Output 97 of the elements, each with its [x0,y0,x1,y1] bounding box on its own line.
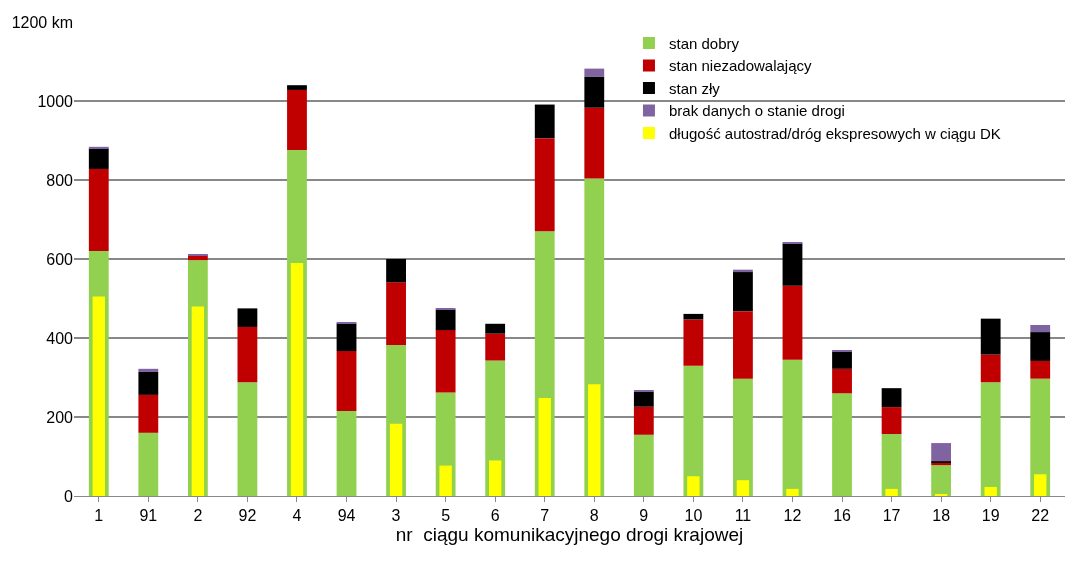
bar [435,330,456,393]
bar [88,146,109,149]
x-axis-title: nr ciągu komunikacyjnego drogi krajowej [395,524,744,546]
bar [1030,360,1051,379]
bar [237,308,258,327]
bar [881,388,902,408]
y-tick-label: 600 [46,250,74,268]
legend-label: długość autostrad/dróg ekspresowych w ciągu DK [668,124,1001,142]
bar [683,313,704,320]
bar [138,394,159,433]
legend-label: stan zły [668,79,721,97]
bar [633,406,654,435]
x-tick-label: 12 [783,507,802,525]
bar [534,138,555,232]
x-tick-label: 9 [639,507,649,525]
x-tick-label: 19 [981,507,1000,525]
y-tick-label: 1000 [37,92,74,110]
bar [584,76,605,108]
x-tick-label: 6 [490,507,500,525]
y-tick-label: 400 [46,329,74,347]
bar [733,311,753,379]
x-tick-label: 5 [441,507,451,525]
x-tick-label: 7 [540,507,550,525]
bar [687,476,700,496]
bar [336,351,357,412]
legend-label: brak danych o stanie drogi [668,102,845,120]
x-tick-label: 4 [292,507,302,525]
bar [881,407,902,434]
x-tick-label: 94 [337,507,356,525]
bar [1030,324,1051,333]
bar [336,411,357,496]
bar [534,104,555,139]
bar [588,384,601,496]
bar [931,465,952,496]
bar [633,391,654,407]
bar [138,371,159,395]
y-tick-label: 1200 km [11,13,73,31]
bar [287,85,307,90]
bar [584,107,605,179]
bar [683,365,704,496]
bar [386,282,406,346]
bar [786,488,799,496]
x-tick-label: 1 [94,507,104,525]
bar [733,378,753,496]
bar [782,285,803,360]
bar [782,359,803,496]
x-tick-label: 16 [833,507,852,525]
bar [832,368,852,394]
x-tick-label: 2 [193,507,203,525]
bar [980,382,1001,496]
bar [138,368,159,372]
bar [485,333,506,361]
x-tick-label: 91 [139,507,158,525]
bar [832,351,852,369]
bar [984,486,997,496]
bar [1030,332,1051,361]
bar [485,323,506,334]
y-tick-label: 0 [64,487,74,505]
bar [237,382,258,496]
bar [488,460,502,496]
bar [782,243,803,286]
bar [389,423,403,496]
bar [931,443,952,462]
bar [980,318,1001,355]
x-tick-label: 92 [238,507,257,525]
x-tick-label: 8 [589,507,599,525]
bar [538,398,551,496]
bar [138,432,159,496]
bar [584,68,605,77]
x-tick-label: 10 [684,507,703,525]
legend-label: stan niezadowalający [668,57,813,75]
bar [736,480,750,496]
bar [885,488,898,496]
x-tick-label: 18 [932,507,951,525]
bar [435,309,456,331]
bar [683,319,704,366]
x-tick-label: 3 [391,507,401,525]
bar [290,262,304,496]
x-tick-label: 11 [734,507,752,525]
x-tick-label: 17 [882,507,901,525]
bar [733,272,753,312]
legend-label: stan dobry [668,34,740,52]
bar [336,323,357,352]
bar [881,433,902,496]
bar [439,465,452,496]
bar [1034,474,1047,496]
bar [88,168,109,252]
bar [633,434,654,496]
bar [237,326,258,383]
y-tick-label: 800 [46,171,74,189]
bar [980,354,1001,383]
bar [386,259,406,283]
bar [88,148,109,169]
y-tick-label: 200 [46,408,74,426]
x-tick-label: 22 [1031,507,1050,525]
bar [832,393,852,496]
bar [287,89,307,150]
